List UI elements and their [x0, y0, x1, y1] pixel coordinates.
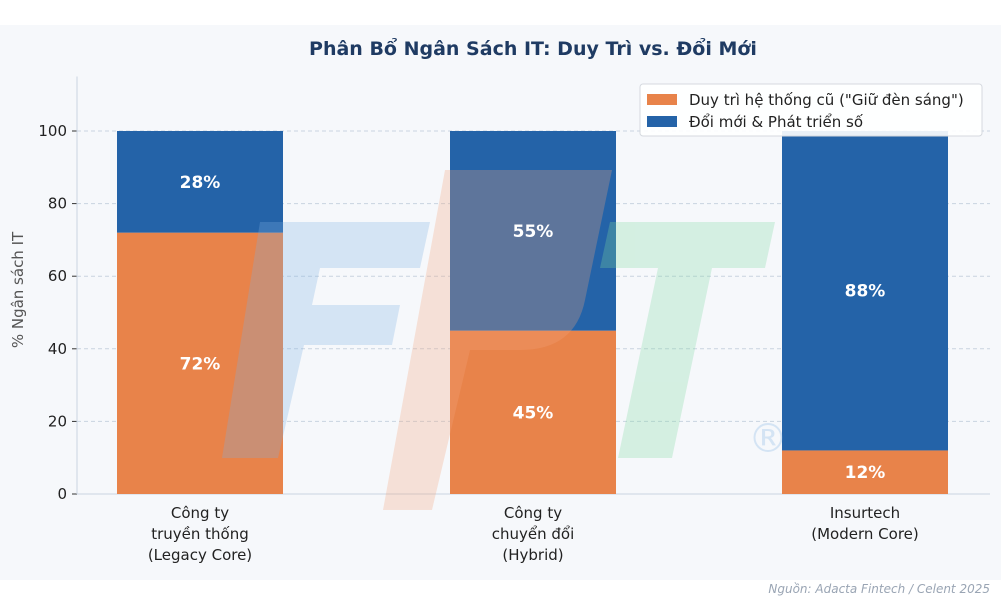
bar-innovation	[450, 131, 616, 331]
bar-maintenance	[450, 330, 616, 494]
x-tick-label: Công ty	[504, 504, 562, 522]
x-tick-label: Công ty	[171, 504, 229, 522]
y-tick-label: 60	[48, 267, 67, 285]
fpt-logo-watermark: ®	[222, 170, 788, 510]
y-tick-label: 40	[48, 340, 67, 358]
legend-swatch	[647, 94, 677, 105]
data-label: 88%	[845, 282, 886, 302]
y-tick-label: 20	[48, 412, 67, 430]
bar-maintenance	[782, 450, 948, 494]
x-tick-label: (Hybrid)	[502, 546, 563, 564]
data-label: 45%	[513, 403, 554, 423]
bar-innovation	[782, 131, 948, 451]
y-axis-label: % Ngân sách IT	[9, 231, 27, 348]
data-label: 28%	[180, 173, 221, 193]
bar-maintenance	[117, 232, 283, 494]
y-tick-label: 100	[38, 122, 67, 140]
x-tick-label: (Modern Core)	[811, 525, 918, 543]
x-tick-label: (Legacy Core)	[148, 546, 252, 564]
x-tick-label: truyền thống	[151, 525, 249, 543]
bar-innovation	[117, 131, 283, 233]
registered-mark: ®	[748, 416, 788, 462]
data-label: 12%	[845, 463, 886, 483]
legend-swatch	[647, 116, 677, 127]
source-note: Nguồn: Adacta Fintech / Celent 2025	[768, 582, 990, 596]
legend-label: Duy trì hệ thống cũ ("Giữ đèn sáng")	[689, 91, 964, 109]
legend	[639, 83, 983, 137]
x-tick-label: chuyển đổi	[492, 525, 575, 543]
x-tick-label: Insurtech	[830, 504, 900, 522]
data-label: 55%	[513, 222, 554, 242]
data-label: 72%	[180, 354, 221, 374]
y-tick-label: 80	[48, 195, 67, 213]
chart-title: Phân Bổ Ngân Sách IT: Duy Trì vs. Đổi Mớ…	[309, 37, 757, 60]
legend-label: Đổi mới & Phát triển số	[689, 113, 864, 131]
y-tick-label: 0	[57, 485, 67, 503]
